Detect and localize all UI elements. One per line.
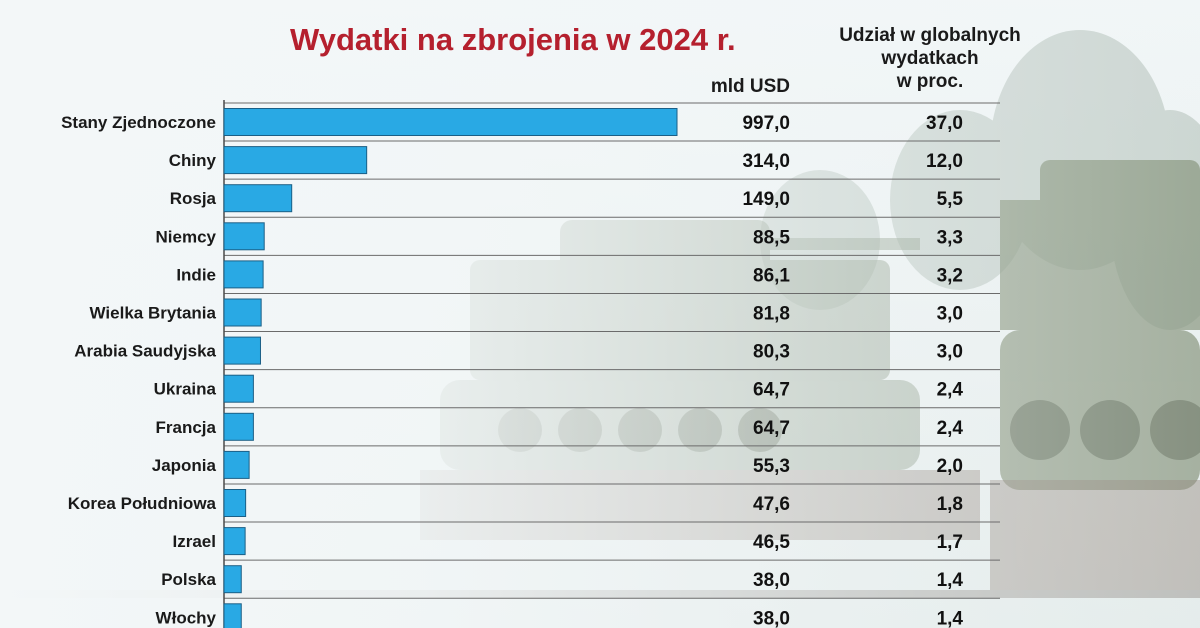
spending-value-label: 38,0 — [753, 570, 790, 591]
chart-row: Indie 86,1 3,2 — [176, 260, 963, 289]
share-value-label: 1,4 — [937, 570, 964, 591]
spending-bar — [223, 260, 264, 289]
chart-rows: Stany Zjednoczone 997,0 37,0 Chiny 314,0 12,0… — [61, 108, 964, 628]
country-label: Włochy — [156, 608, 217, 627]
share-value-label: 3,3 — [937, 227, 963, 248]
country-label: Niemcy — [156, 227, 217, 246]
share-value-label: 12,0 — [926, 151, 963, 172]
spending-value-label: 38,0 — [753, 608, 790, 628]
spending-value-label: 47,6 — [753, 494, 790, 515]
chart-row: Izrael 46,5 1,7 — [173, 527, 963, 556]
chart-row: Polska 38,0 1,4 — [161, 565, 964, 594]
share-value-label: 1,7 — [937, 532, 963, 553]
chart-row: Korea Południowa 47,6 1,8 — [68, 489, 963, 517]
share-value-label: 2,4 — [937, 418, 964, 439]
share-value-label: 5,5 — [937, 189, 964, 210]
share-value-label: 3,2 — [937, 265, 963, 286]
spending-value-label: 86,1 — [753, 265, 790, 286]
share-value-label: 3,0 — [937, 304, 963, 325]
spending-bar — [223, 222, 265, 251]
spending-bar — [223, 603, 242, 628]
spending-value-label: 55,3 — [753, 456, 790, 477]
spending-bar — [223, 184, 293, 213]
spending-value-label: 81,8 — [753, 304, 790, 325]
spending-value-label: 88,5 — [753, 227, 790, 248]
chart-row: Stany Zjednoczone 997,0 37,0 — [61, 108, 963, 136]
country-label: Chiny — [169, 151, 217, 170]
spending-value-label: 149,0 — [742, 189, 790, 210]
spending-value-label: 314,0 — [742, 151, 790, 172]
chart-row: Francja 64,7 2,4 — [156, 412, 964, 441]
spending-bar — [223, 489, 247, 517]
spending-bar — [223, 412, 254, 441]
column-header-share: Udział w globalnych wydatkach w proc. — [790, 24, 1070, 93]
share-header-line-3: w proc. — [896, 71, 964, 92]
spending-value-label: 80,3 — [753, 342, 790, 363]
chart-row: Arabia Saudyjska 80,3 3,0 — [74, 336, 963, 365]
share-value-label: 2,4 — [937, 380, 964, 401]
chart-row: Niemcy 88,5 3,3 — [156, 222, 963, 251]
country-label: Arabia Saudyjska — [74, 342, 216, 361]
share-value-label: 37,0 — [926, 113, 963, 134]
spending-bar — [223, 565, 242, 594]
country-label: Indie — [176, 265, 216, 284]
country-label: Stany Zjednoczone — [61, 113, 216, 132]
spending-bar — [223, 450, 250, 479]
chart-title: Wydatki na zbrojenia w 2024 r. — [290, 22, 736, 57]
chart-row: Rosja 149,0 5,5 — [170, 184, 964, 213]
chart-gridlines — [224, 102, 1000, 599]
chart-row: Włochy 38,0 1,4 — [156, 603, 964, 628]
country-label: Izrael — [173, 532, 216, 551]
share-header-line-1: Udział w globalnych — [839, 25, 1021, 46]
spending-bar — [223, 108, 678, 136]
spending-bar — [223, 374, 254, 403]
spending-bar — [223, 527, 246, 556]
chart-row: Ukraina 64,7 2,4 — [154, 374, 964, 403]
bar-chart: Stany Zjednoczone 997,0 37,0 Chiny 314,0 12,0… — [61, 100, 1000, 628]
country-label: Francja — [156, 418, 217, 437]
column-header-usd: mld USD — [710, 76, 790, 97]
spending-value-label: 46,5 — [753, 532, 790, 553]
chart-row: Chiny 314,0 12,0 — [169, 146, 963, 175]
share-value-label: 2,0 — [937, 456, 963, 477]
share-value-label: 1,4 — [937, 608, 964, 628]
country-label: Rosja — [170, 189, 217, 208]
spending-bar — [223, 146, 368, 175]
country-label: Japonia — [152, 456, 217, 475]
country-label: Ukraina — [154, 380, 217, 399]
spending-bar — [223, 298, 262, 327]
spending-value-label: 64,7 — [753, 418, 790, 439]
share-header-line-2: wydatkach — [881, 48, 979, 69]
spending-bar — [223, 336, 261, 365]
country-label: Polska — [161, 570, 216, 589]
country-label: Korea Południowa — [68, 494, 217, 513]
share-value-label: 3,0 — [937, 342, 963, 363]
spending-value-label: 997,0 — [742, 113, 790, 134]
spending-value-label: 64,7 — [753, 380, 790, 401]
share-value-label: 1,8 — [937, 494, 963, 515]
country-label: Wielka Brytania — [90, 304, 217, 323]
chart-row: Wielka Brytania 81,8 3,0 — [90, 298, 963, 327]
chart-row: Japonia 55,3 2,0 — [152, 450, 963, 479]
